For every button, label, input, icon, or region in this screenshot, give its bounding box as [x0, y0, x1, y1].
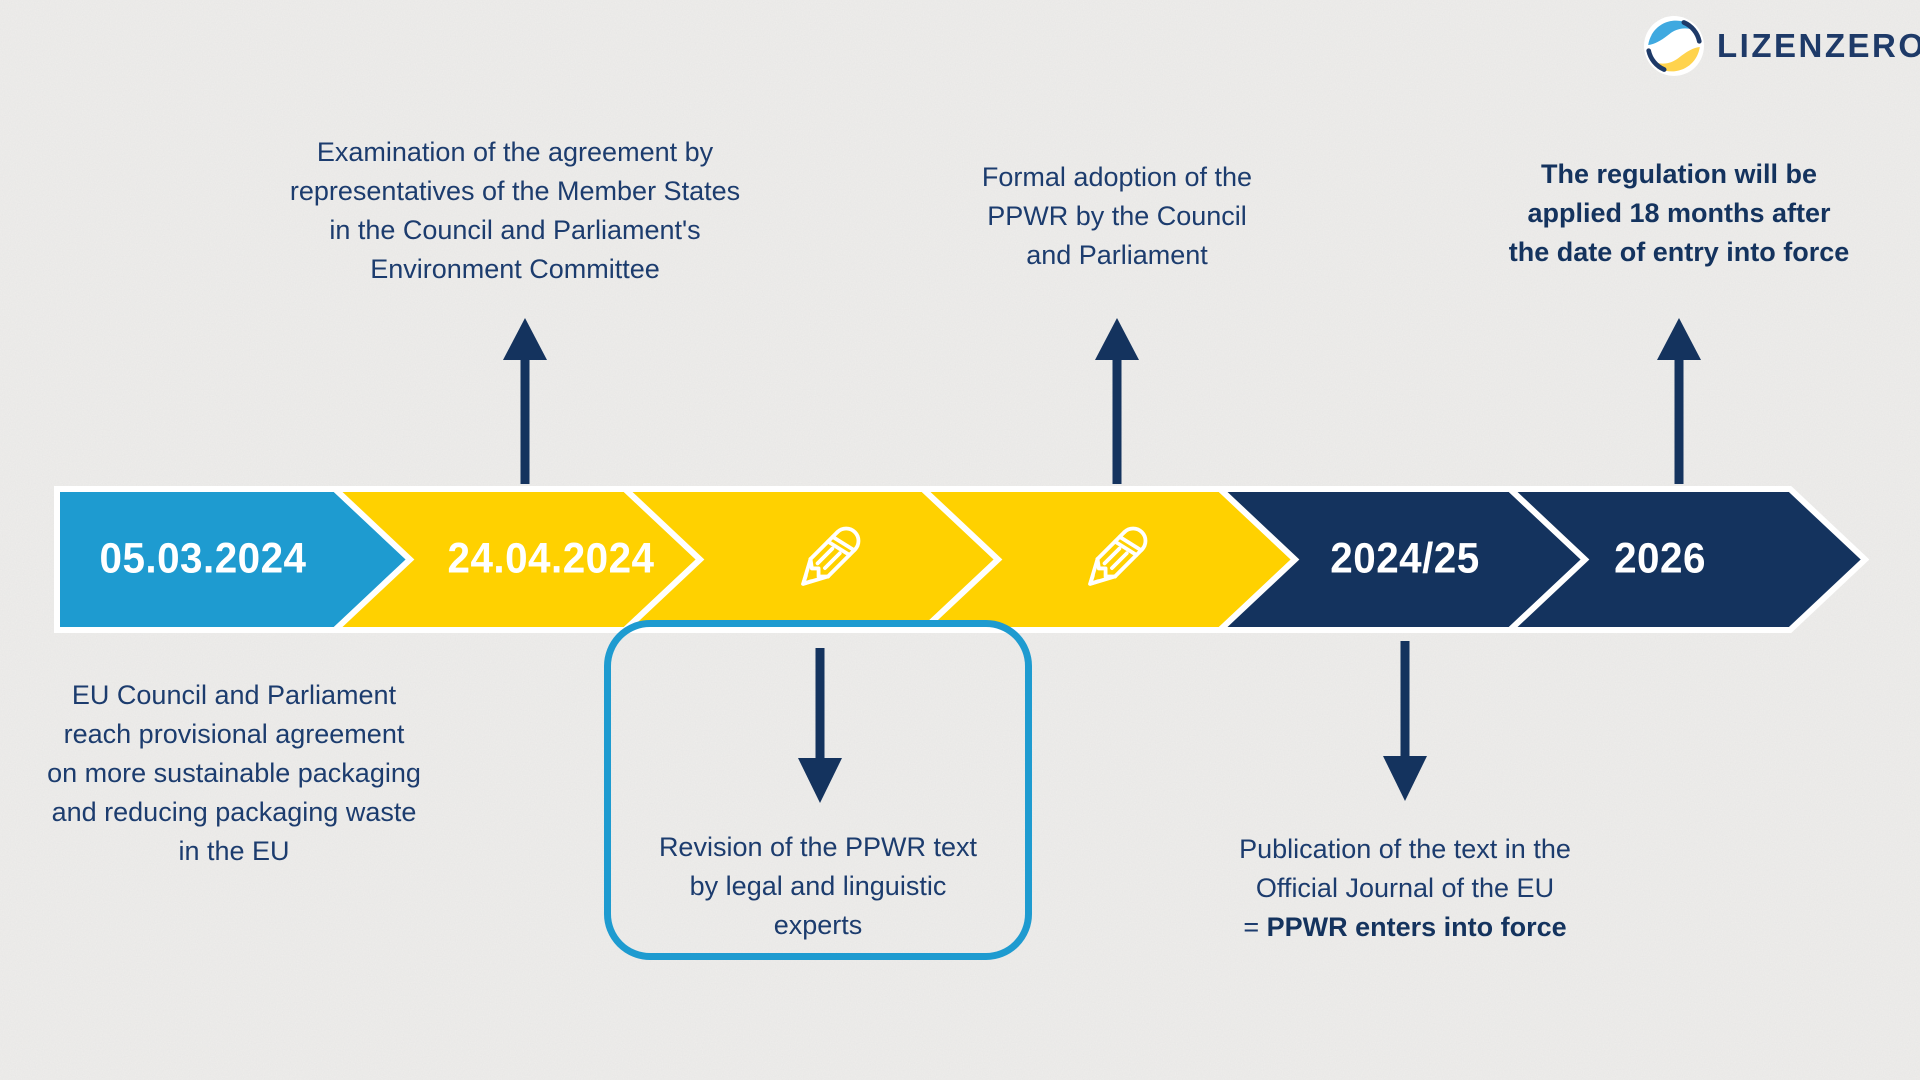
annotation-line: the date of entry into force: [1508, 237, 1850, 267]
annotation-provisional-agreement: EU Council and Parliament reach provisio…: [47, 676, 421, 871]
annotation-revision: Revision of the PPWR text by legal and l…: [659, 828, 977, 945]
annotation-line: = PPWR enters into force: [1239, 908, 1571, 947]
up-arrow-formal-adoption: [1095, 318, 1139, 484]
annotation-publication: Publication of the text in the Official …: [1239, 830, 1571, 947]
annotation-line: Examination of the agreement by: [316, 137, 714, 167]
annotation-line: reach provisional agreement: [63, 719, 405, 749]
lizenzero-logo-icon: [1644, 16, 1704, 76]
annotation-line: EU Council and Parliament: [71, 680, 397, 710]
ppwr-enters-into-force-text: PPWR enters into force: [1266, 912, 1567, 942]
annotation-line: applied 18 months after: [1527, 198, 1831, 228]
annotation-line: Official Journal of the EU: [1255, 873, 1555, 903]
annotation-line: in the EU: [178, 836, 290, 866]
milestone-date-5: 2024/25: [1330, 534, 1480, 583]
annotation-line: representatives of the Member States: [289, 176, 741, 206]
lizenzero-brand-text: LIZENZERO: [1717, 27, 1920, 64]
milestone-date-6: 2026: [1614, 534, 1706, 583]
annotation-examination: Examination of the agreement by represen…: [290, 133, 740, 289]
lizenzero-logo: LIZENZERO: [1643, 15, 1920, 77]
milestone-date-2: 24.04.2024: [447, 534, 655, 583]
up-arrow-regulation-applied: [1657, 318, 1701, 484]
annotation-line: on more sustainable packaging: [47, 758, 421, 788]
annotation-line: and Parliament: [1026, 240, 1208, 270]
annotation-regulation-applied: The regulation will be applied 18 months…: [1509, 155, 1850, 272]
annotation-line: by legal and linguistic: [689, 871, 947, 901]
annotation-line: in the Council and Parliament's: [329, 215, 701, 245]
annotation-line: and reducing packaging waste: [51, 797, 417, 827]
annotation-line: Publication of the text in the: [1239, 834, 1571, 864]
equals-prefix: =: [1243, 912, 1267, 942]
annotation-line: Formal adoption of the: [981, 162, 1253, 192]
annotation-line: The regulation will be: [1540, 159, 1818, 189]
up-arrow-examination: [503, 318, 547, 484]
down-arrow-publication: [1383, 641, 1427, 801]
annotation-line: PPWR by the Council: [987, 201, 1247, 231]
annotation-line: Revision of the PPWR text: [658, 832, 978, 862]
annotation-line: Environment Committee: [370, 254, 660, 284]
annotation-line: experts: [773, 910, 863, 940]
milestone-date-1: 05.03.2024: [99, 534, 307, 583]
annotation-formal-adoption: Formal adoption of the PPWR by the Counc…: [982, 158, 1252, 275]
